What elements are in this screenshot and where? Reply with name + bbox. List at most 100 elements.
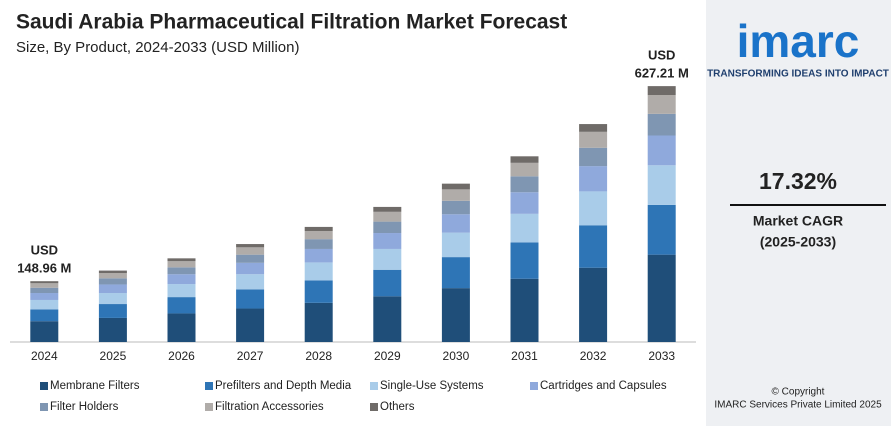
annotation: USD <box>648 48 675 63</box>
bar-segment <box>167 284 196 298</box>
cagr-label: Market CAGR <box>753 213 843 229</box>
legend-label: Filtration Accessories <box>215 401 324 413</box>
bar-segment <box>30 287 59 294</box>
bar-segment <box>304 230 333 240</box>
bar-segment <box>647 135 676 166</box>
bar-segment <box>373 221 402 234</box>
bar-segment <box>579 267 608 342</box>
bar-segment <box>167 261 196 268</box>
x-tick-label: 2027 <box>237 349 264 363</box>
legend-swatch <box>370 403 378 411</box>
bar-segment <box>373 211 402 222</box>
bar-segment <box>167 297 196 314</box>
bar-segment <box>647 95 676 114</box>
cagr-period: (2025-2033) <box>760 234 836 250</box>
bar-segment <box>98 293 127 305</box>
x-tick-label: 2031 <box>511 349 538 363</box>
bar-segment <box>373 206 402 212</box>
x-tick-label: 2033 <box>648 349 675 363</box>
legend-label: Membrane Filters <box>50 380 140 392</box>
x-tick-label: 2028 <box>305 349 332 363</box>
bar-segment <box>304 280 333 303</box>
x-tick-label: 2030 <box>443 349 470 363</box>
legend-swatch <box>40 382 48 390</box>
bar-segment <box>236 308 265 342</box>
copyright: © Copyright <box>772 387 825 398</box>
bar-segment <box>647 165 676 205</box>
bar-segment <box>373 296 402 342</box>
annotation: 148.96 M <box>17 261 71 276</box>
bar-segment <box>510 176 539 193</box>
bar-segment <box>441 200 470 215</box>
legend-swatch <box>40 403 48 411</box>
bar-segment <box>510 242 539 279</box>
chart-title: Saudi Arabia Pharmaceutical Filtration M… <box>16 11 567 34</box>
tagline: TRANSFORMING IDEAS INTO IMPACT <box>707 69 889 80</box>
annotation: USD <box>31 243 58 258</box>
bar-segment <box>304 262 333 281</box>
bar-segment <box>510 213 539 243</box>
legend-swatch <box>205 382 213 390</box>
bar-segment <box>236 247 265 255</box>
bar-segment <box>304 239 333 249</box>
bar-segment <box>98 284 127 294</box>
logo: imarc <box>737 15 860 67</box>
bar-segment <box>167 313 196 342</box>
bar-segment <box>373 269 402 297</box>
bar-segment <box>98 270 127 274</box>
bar-segment <box>510 278 539 342</box>
bar-segment <box>30 281 59 284</box>
x-tick-label: 2032 <box>580 349 607 363</box>
bar-segment <box>304 226 333 231</box>
bar-segment <box>373 233 402 249</box>
bar-segment <box>98 317 127 342</box>
bar-segment <box>98 278 127 285</box>
bar-segment <box>236 244 265 248</box>
bar-segment <box>30 309 59 322</box>
bar-segment <box>441 257 470 289</box>
bar-segment <box>236 289 265 309</box>
legend-swatch <box>530 382 538 390</box>
legend-swatch <box>205 403 213 411</box>
bar-segment <box>441 288 470 342</box>
bar-segment <box>236 254 265 263</box>
bar-segment <box>441 214 470 233</box>
legend-label: Prefilters and Depth Media <box>215 380 352 392</box>
bar-segment <box>373 248 402 270</box>
bar-segment <box>30 321 59 342</box>
bar-segment <box>579 131 608 148</box>
bar-segment <box>579 225 608 268</box>
bar-segment <box>236 274 265 290</box>
bar-segment <box>30 293 59 300</box>
cagr-value: 17.32% <box>759 168 837 194</box>
bar-segment <box>510 162 539 177</box>
annotation: 627.21 M <box>635 66 689 81</box>
chart-subtitle: Size, By Product, 2024-2033 (USD Million… <box>16 39 299 56</box>
legend-swatch <box>370 382 378 390</box>
legend-label: Others <box>380 401 415 413</box>
bar-segment <box>236 262 265 275</box>
bar-segment <box>441 183 470 190</box>
bar-segment <box>30 283 59 288</box>
bar-segment <box>167 267 196 275</box>
x-tick-label: 2025 <box>100 349 127 363</box>
bar-segment <box>579 166 608 192</box>
bar-segment <box>30 299 59 310</box>
bar-segment <box>510 192 539 214</box>
bar-segment <box>98 273 127 279</box>
bar-segment <box>304 302 333 342</box>
legend-label: Single-Use Systems <box>380 380 484 392</box>
bar-segment <box>647 86 676 96</box>
bar-segment <box>579 147 608 167</box>
bar-segment <box>304 248 333 263</box>
x-tick-label: 2026 <box>168 349 195 363</box>
bar-segment <box>167 258 196 262</box>
x-tick-label: 2029 <box>374 349 401 363</box>
bar-segment <box>647 204 676 255</box>
sidebar-bg <box>706 0 891 426</box>
legend-label: Filter Holders <box>50 401 119 413</box>
company: IMARC Services Private Limited 2025 <box>714 400 882 411</box>
bar-segment <box>167 274 196 285</box>
